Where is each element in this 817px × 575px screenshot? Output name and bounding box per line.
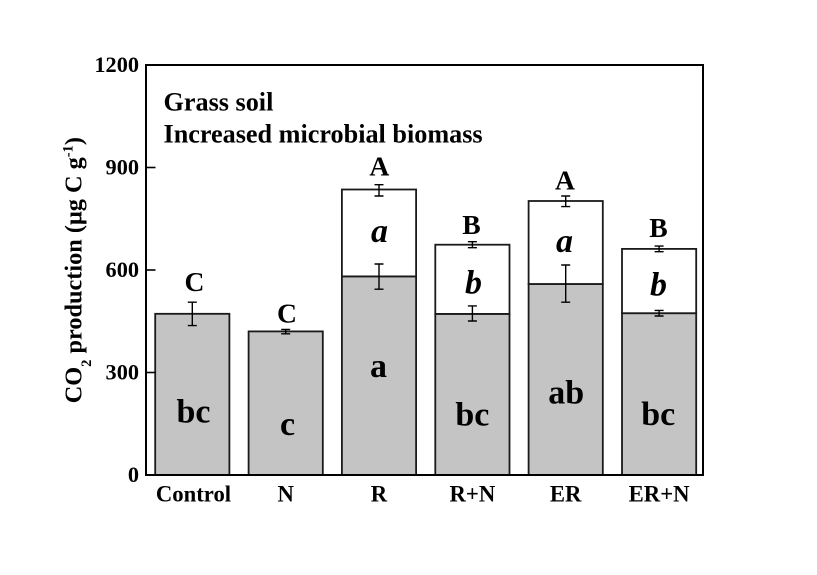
- svg-text:R: R: [371, 482, 388, 507]
- svg-text:Control: Control: [156, 482, 231, 507]
- svg-text:Grass soil: Grass soil: [164, 87, 274, 116]
- svg-text:bc: bc: [641, 396, 675, 433]
- svg-text:ab: ab: [548, 374, 584, 411]
- svg-text:900: 900: [106, 155, 139, 180]
- svg-text:B: B: [649, 212, 667, 243]
- svg-text:a: a: [370, 348, 387, 385]
- svg-text:A: A: [369, 151, 389, 182]
- svg-text:0: 0: [128, 462, 139, 487]
- svg-text:600: 600: [106, 257, 139, 282]
- svg-text:bc: bc: [455, 397, 489, 434]
- svg-text:R+N: R+N: [450, 482, 496, 507]
- svg-text:Increased microbial biomass: Increased microbial biomass: [164, 120, 483, 149]
- svg-text:A: A: [555, 164, 575, 195]
- svg-text:b: b: [465, 264, 482, 301]
- svg-text:c: c: [280, 406, 295, 443]
- svg-text:C: C: [277, 297, 297, 328]
- svg-text:ER: ER: [550, 482, 582, 507]
- svg-text:a: a: [371, 213, 388, 250]
- svg-text:B: B: [462, 209, 480, 240]
- svg-text:a: a: [556, 223, 573, 260]
- svg-text:1200: 1200: [94, 52, 139, 77]
- svg-text:ER+N: ER+N: [629, 482, 690, 507]
- svg-text:300: 300: [106, 360, 139, 385]
- svg-text:N: N: [278, 482, 295, 507]
- svg-text:bc: bc: [177, 394, 211, 431]
- svg-text:C: C: [185, 266, 205, 297]
- svg-text:b: b: [650, 267, 667, 304]
